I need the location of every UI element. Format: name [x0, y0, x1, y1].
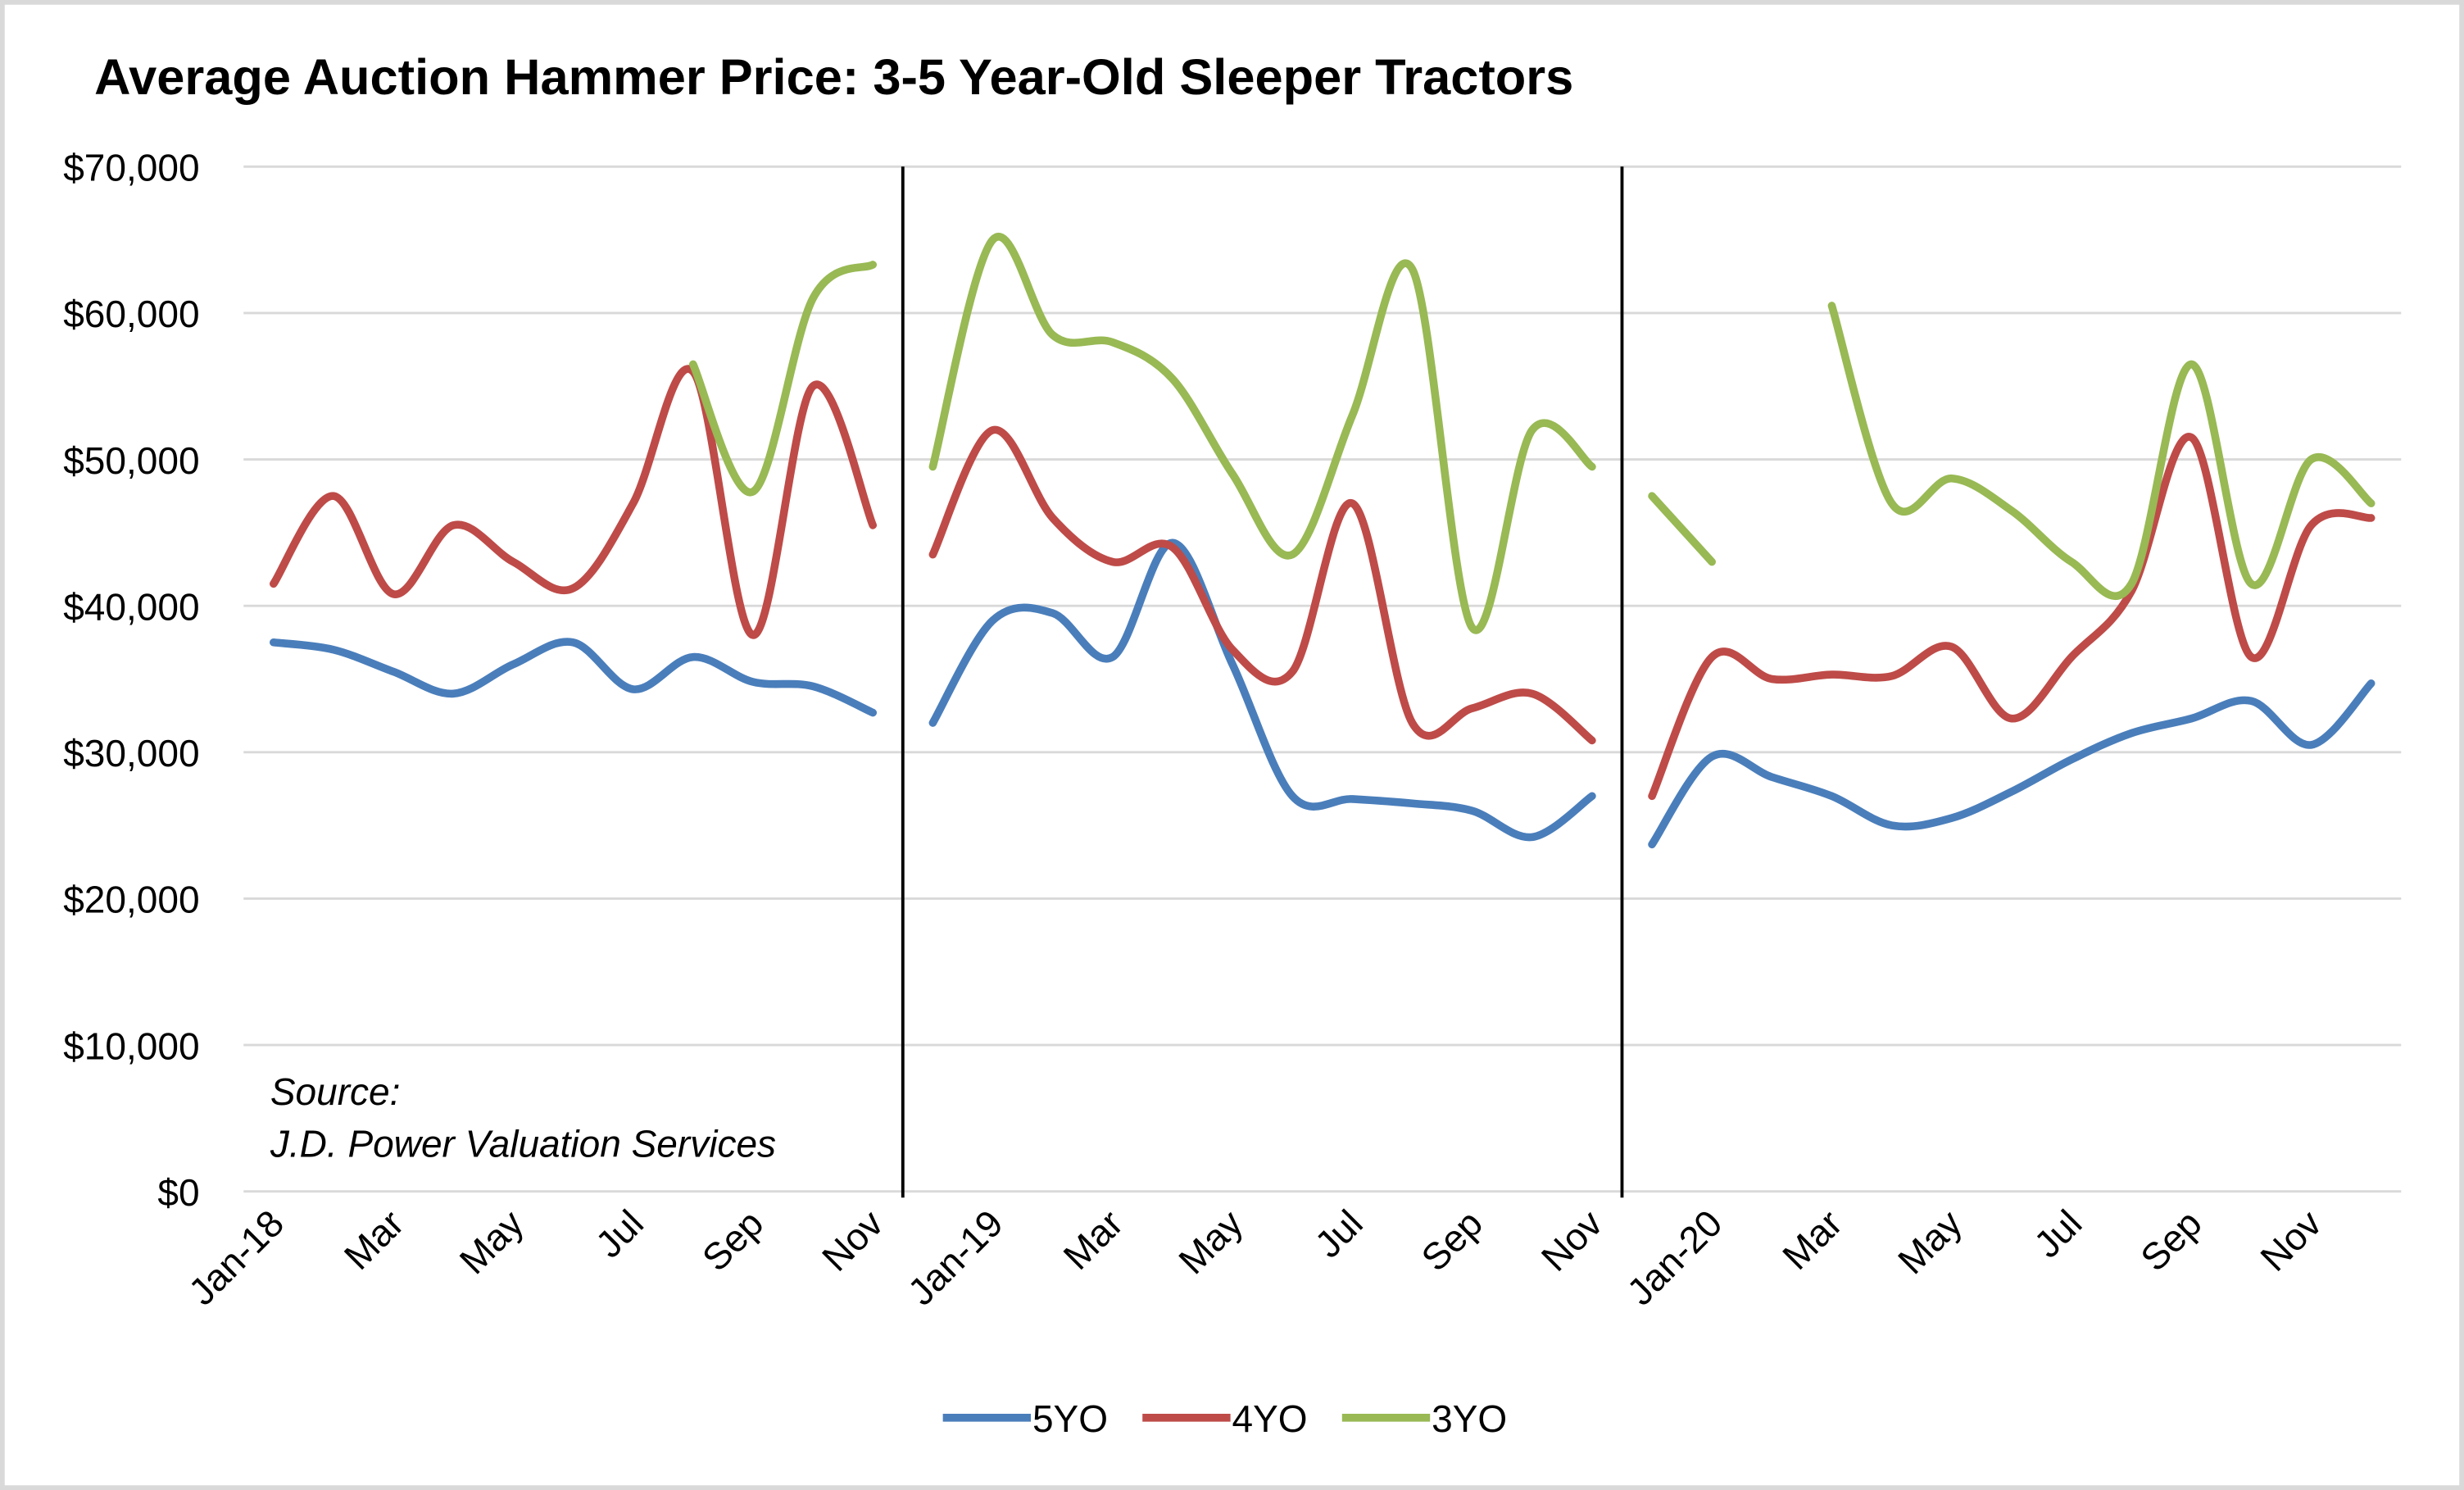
legend-label: 5YO — [1032, 1397, 1108, 1440]
series-line — [1648, 492, 1716, 566]
series-line — [928, 233, 1596, 634]
series-line — [1648, 433, 2376, 801]
y-tick-label: $10,000 — [63, 1024, 199, 1067]
y-tick-label: $20,000 — [63, 879, 199, 921]
y-tick-label: $30,000 — [63, 732, 199, 775]
chart-title: Average Auction Hammer Price: 3-5 Year-O… — [94, 49, 1573, 106]
annotation: Source: — [270, 1070, 401, 1113]
series-line — [1827, 302, 2376, 600]
series-line — [1648, 679, 2376, 849]
series-line — [270, 365, 878, 639]
legend-label: 4YO — [1232, 1397, 1308, 1440]
y-tick-label: $70,000 — [63, 147, 199, 189]
series-line — [928, 425, 1596, 745]
y-tick-label: $0 — [157, 1171, 199, 1214]
annotation: J.D. Power Valuation Services — [270, 1122, 776, 1165]
series-line — [270, 638, 878, 717]
series-line — [928, 538, 1596, 842]
legend-label: 3YO — [1432, 1397, 1507, 1440]
legend: 5YO 4YO 3YO — [942, 1397, 1507, 1440]
y-tick-label: $60,000 — [63, 293, 199, 335]
y-tick-label: $40,000 — [63, 585, 199, 628]
series-line — [689, 261, 878, 497]
y-tick-label: $50,000 — [63, 439, 199, 482]
